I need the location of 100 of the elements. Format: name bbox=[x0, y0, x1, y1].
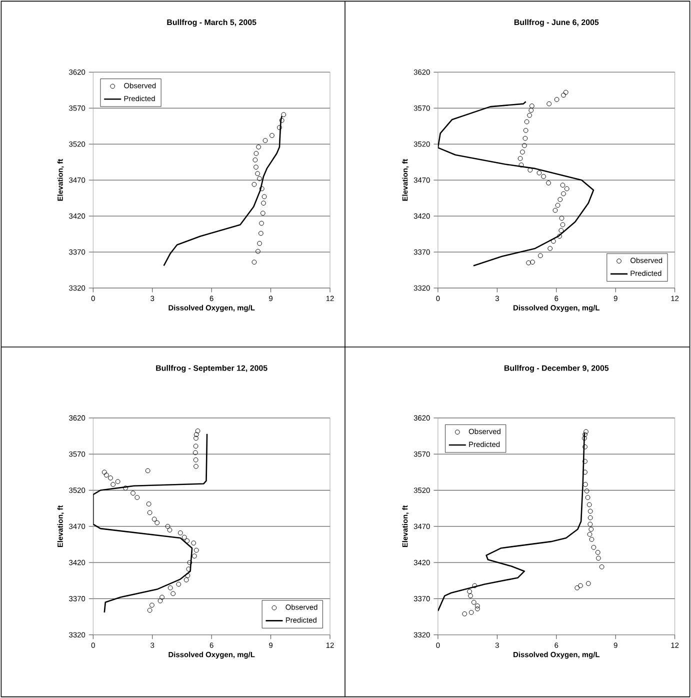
point bbox=[557, 234, 562, 239]
point bbox=[584, 488, 590, 494]
point bbox=[154, 520, 160, 526]
point bbox=[522, 136, 528, 141]
point bbox=[541, 174, 546, 179]
point bbox=[255, 171, 260, 176]
point bbox=[518, 162, 524, 168]
point bbox=[462, 611, 468, 616]
point bbox=[538, 253, 543, 258]
point bbox=[191, 540, 196, 546]
point bbox=[134, 495, 140, 500]
point bbox=[558, 228, 564, 233]
point bbox=[518, 156, 523, 161]
point bbox=[588, 526, 594, 532]
point bbox=[110, 482, 116, 487]
point bbox=[150, 602, 154, 608]
point bbox=[586, 581, 591, 586]
point bbox=[474, 603, 480, 608]
point bbox=[561, 191, 566, 196]
point bbox=[195, 428, 200, 434]
point bbox=[550, 238, 556, 244]
point bbox=[595, 550, 600, 555]
point bbox=[252, 260, 257, 265]
point bbox=[279, 118, 284, 123]
point bbox=[160, 594, 164, 600]
point bbox=[168, 585, 173, 590]
point bbox=[471, 600, 476, 605]
point bbox=[167, 528, 172, 532]
point bbox=[145, 468, 150, 474]
point bbox=[596, 556, 601, 561]
point bbox=[530, 260, 535, 265]
point bbox=[554, 97, 560, 102]
point bbox=[536, 170, 542, 176]
line-series bbox=[163, 115, 283, 266]
point bbox=[528, 108, 534, 113]
point bbox=[560, 182, 566, 188]
point bbox=[257, 240, 262, 246]
point bbox=[524, 119, 530, 124]
point bbox=[559, 216, 564, 221]
point bbox=[528, 168, 533, 172]
point bbox=[108, 476, 113, 480]
point bbox=[170, 591, 176, 596]
point bbox=[193, 444, 198, 449]
point bbox=[582, 470, 588, 475]
point bbox=[187, 560, 192, 565]
point bbox=[130, 490, 136, 496]
point bbox=[193, 457, 198, 462]
point bbox=[467, 589, 472, 594]
point bbox=[472, 583, 478, 588]
point bbox=[582, 444, 588, 450]
point bbox=[546, 180, 551, 186]
point bbox=[104, 472, 109, 478]
point bbox=[176, 582, 182, 587]
point bbox=[574, 585, 580, 590]
point bbox=[588, 508, 593, 514]
point bbox=[520, 150, 525, 154]
point bbox=[526, 260, 532, 266]
point bbox=[178, 530, 183, 536]
point bbox=[582, 436, 587, 441]
point bbox=[578, 583, 583, 588]
point bbox=[588, 522, 593, 527]
point bbox=[186, 566, 192, 572]
point bbox=[599, 564, 604, 570]
point bbox=[474, 606, 480, 612]
point bbox=[585, 495, 590, 500]
point bbox=[262, 138, 268, 143]
point bbox=[254, 151, 259, 156]
point bbox=[561, 92, 566, 98]
point bbox=[165, 524, 170, 529]
point bbox=[146, 502, 152, 506]
point bbox=[564, 186, 570, 192]
point bbox=[548, 246, 553, 251]
point bbox=[252, 157, 258, 162]
point bbox=[529, 104, 534, 108]
point bbox=[587, 532, 592, 537]
point bbox=[588, 515, 593, 520]
point bbox=[182, 534, 187, 540]
point bbox=[256, 248, 260, 254]
point bbox=[270, 133, 274, 138]
point bbox=[584, 429, 588, 434]
point bbox=[115, 479, 120, 484]
point bbox=[194, 548, 199, 553]
point bbox=[123, 486, 128, 491]
point bbox=[260, 210, 266, 216]
point bbox=[558, 197, 563, 202]
point bbox=[252, 182, 257, 187]
point bbox=[522, 143, 527, 148]
point bbox=[552, 208, 558, 213]
point bbox=[184, 538, 190, 544]
point bbox=[257, 176, 262, 182]
point bbox=[262, 194, 267, 200]
point bbox=[468, 593, 473, 598]
point bbox=[256, 144, 262, 150]
point bbox=[546, 101, 552, 106]
point bbox=[277, 125, 282, 130]
point bbox=[586, 502, 592, 508]
point bbox=[259, 186, 264, 192]
point bbox=[102, 470, 107, 475]
point bbox=[563, 90, 568, 95]
point bbox=[147, 510, 152, 516]
